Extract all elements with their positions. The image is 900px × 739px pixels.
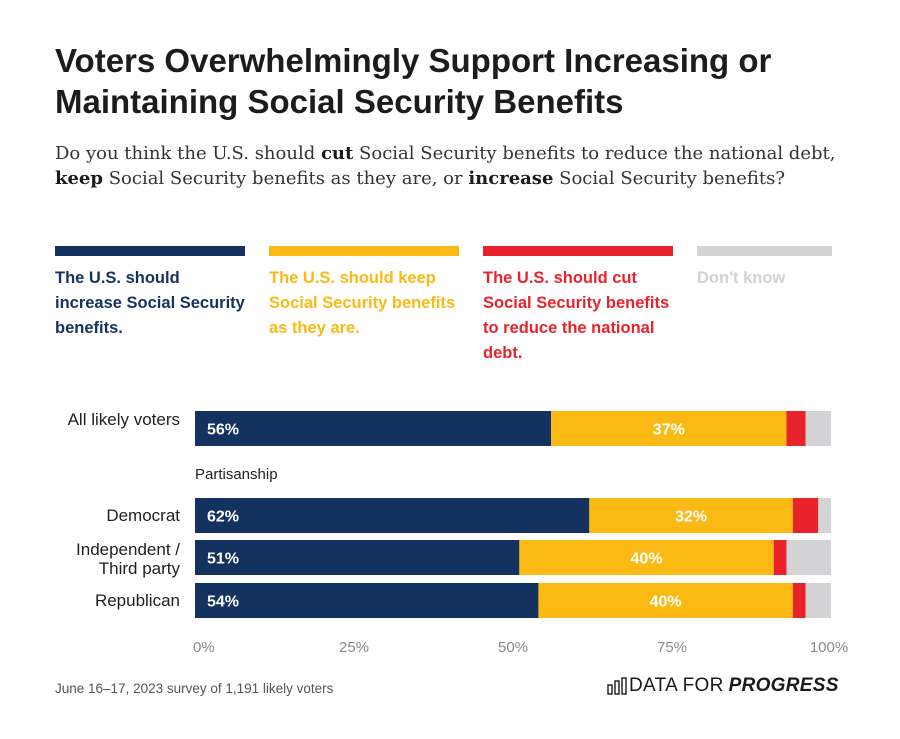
x-tick-label-1: 25%	[339, 639, 369, 656]
legend-item-cut: The U.S. should cut Social Security bene…	[483, 246, 673, 366]
legend-label-cut: The U.S. should cut Social Security bene…	[483, 269, 670, 362]
subtitle-bold-increase: increase	[468, 168, 554, 189]
legend-label-keep: The U.S. should keep Social Security ben…	[269, 269, 456, 337]
legend-swatch-dont-know	[697, 246, 832, 256]
bar-segment-increase-2	[195, 540, 520, 575]
bar-segment-cut-2	[773, 540, 787, 575]
legend-swatch-keep	[269, 246, 459, 256]
data-label-increase-1: 62%	[207, 509, 239, 526]
bar-segment-increase-1	[195, 498, 590, 533]
data-label-keep-2: 40%	[631, 551, 663, 568]
bar-segment-keep-2	[519, 540, 774, 575]
bar-segment-increase-3	[195, 583, 539, 618]
data-label-keep-1: 32%	[675, 509, 707, 526]
bar-segment-cut-3	[792, 583, 806, 618]
legend-swatch-increase	[55, 246, 245, 256]
subtitle-bold-cut: cut	[320, 143, 354, 164]
bar-segment-increase-0	[195, 411, 552, 446]
legend-item-increase: The U.S. should increase Social Security…	[55, 246, 245, 341]
data-label-keep-0: 37%	[653, 422, 685, 439]
legend-label-dont-know: Don't know	[697, 269, 786, 287]
chart-title: Voters Overwhelmingly Support Increasing…	[55, 42, 772, 120]
category-label-democrat: Democrat	[106, 506, 180, 525]
legend-item-dont-know: Don't know	[697, 246, 832, 291]
x-tick-label-3: 75%	[657, 639, 687, 656]
brand-text-strong: PROGRESS	[728, 675, 839, 696]
bar-segment-cut-0	[786, 411, 806, 446]
bar-segment-dont_know-2	[786, 540, 831, 575]
data-label-increase-3: 54%	[207, 594, 239, 611]
brand-text-plain: DATA FOR	[629, 675, 724, 696]
data-label-keep-3: 40%	[650, 594, 682, 611]
x-tick-label-0: 0%	[193, 639, 215, 656]
bar-segment-keep-3	[538, 583, 793, 618]
legend-item-keep: The U.S. should keep Social Security ben…	[269, 246, 459, 341]
bar-segment-dont_know-1	[818, 498, 831, 533]
bar-chart-logo-icon	[607, 677, 627, 695]
subtitle-text-1: Do you think the U.S. should	[55, 143, 321, 164]
chart-subtitle: Do you think the U.S. should cut Social …	[55, 141, 855, 191]
bar-segment-cut-1	[792, 498, 819, 533]
group-label-partisanship: Partisanship	[195, 466, 278, 483]
x-tick-label-2: 50%	[498, 639, 528, 656]
subtitle-text-2: Social Security benefits to reduce the n…	[353, 143, 836, 164]
category-label-republican: Republican	[94, 591, 180, 610]
brand-logo: DATA FOR PROGRESS	[607, 674, 839, 698]
category-label-all-likely-voters: All likely voters	[67, 410, 180, 429]
bar-segment-keep-0	[551, 411, 787, 446]
legend-swatch-cut	[483, 246, 673, 256]
subtitle-bold-keep: keep	[55, 168, 103, 189]
bar-segment-keep-1	[589, 498, 793, 533]
survey-note: June 16–17, 2023 survey of 1,191 likely …	[55, 681, 334, 696]
x-tick-label-4: 100%	[810, 639, 848, 656]
legend-label-increase: The U.S. should increase Social Security…	[55, 269, 245, 337]
category-label-independent: Independent / Third party	[76, 540, 180, 578]
bar-segment-dont_know-0	[805, 411, 831, 446]
data-label-increase-2: 51%	[207, 551, 239, 568]
subtitle-text-4: Social Security benefits?	[553, 168, 786, 189]
bar-segment-dont_know-3	[805, 583, 831, 618]
subtitle-text-3: Social Security benefits as they are, or	[102, 168, 469, 189]
brand-text: DATA FOR PROGRESS	[629, 675, 839, 697]
data-label-increase-0: 56%	[207, 422, 239, 439]
